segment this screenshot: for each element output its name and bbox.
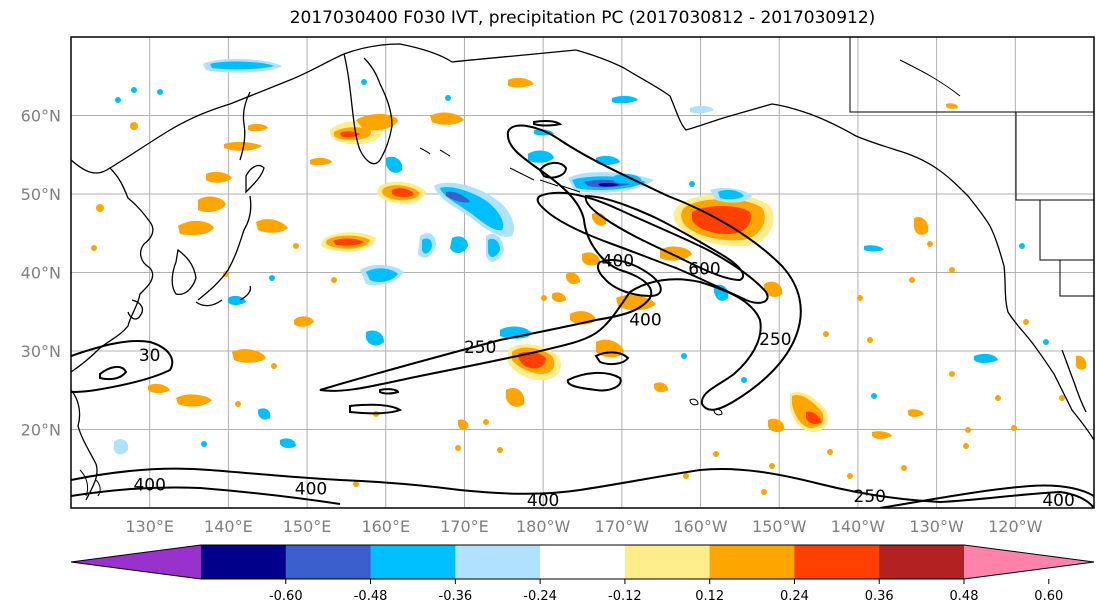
colorbar-swatch: [370, 545, 456, 579]
lon-tick-label: 130°E: [125, 517, 174, 536]
colorbar-tick-label: -0.12: [608, 589, 642, 601]
precip-patch-cool: [113, 58, 998, 455]
lon-tick-label: 150°W: [752, 517, 807, 536]
ivt-contour-label: 250: [759, 330, 791, 350]
precip-patch-warm: [329, 120, 383, 145]
colorbar-tick-label: 0.12: [695, 589, 724, 601]
lon-tick-label: 140°W: [831, 517, 886, 536]
ivt-contour-label: 30: [139, 346, 161, 366]
ivt-contour-label: 400: [629, 311, 661, 331]
ivt-contour-labels: 250 250 250 400 400 400 400 400 400 600 30: [133, 252, 1074, 511]
colorbar-tick-label: -0.24: [523, 589, 557, 601]
colorbar-tick-label: -0.48: [354, 589, 388, 601]
colorbar-swatch: [455, 545, 541, 579]
colorbar-extend-low: [71, 545, 201, 579]
ivt-contour-label: 400: [1042, 491, 1074, 511]
colorbar-swatch: [879, 545, 965, 579]
colorbar-tick-label: -0.60: [269, 589, 303, 601]
precipitation-pc-fill: [91, 58, 1087, 495]
latitude-axis: 20°N 30°N 40°N 50°N 60°N: [21, 107, 61, 440]
figure-title: 2017030400 F030 IVT, precipitation PC (2…: [289, 8, 876, 28]
lon-tick-label: 130°W: [909, 517, 964, 536]
precip-patch-warm: [673, 188, 774, 247]
ivt-contours: [71, 119, 1094, 508]
lon-tick-label: 170°W: [595, 517, 650, 536]
lat-tick-label: 50°N: [21, 185, 61, 204]
colorbar-outline: [70, 544, 1095, 580]
lon-tick-label: 150°E: [283, 517, 332, 536]
lon-tick-label: 180°W: [516, 517, 571, 536]
precip-patch-warm: [458, 103, 1087, 439]
colorbar-tick-label: 0.36: [865, 589, 894, 601]
lon-tick-label: 170°E: [440, 517, 489, 536]
map-panel: 250 250 250 400 400 400 400 400 400 600 30: [70, 36, 1095, 511]
coastlines: [71, 37, 1094, 501]
longitude-axis: 130°E 140°E 150°E 160°E 170°E 180°W 170°W 160°W…: [125, 517, 1042, 536]
ivt-contour-label: 400: [133, 475, 165, 495]
ivt-contour-label: 400: [602, 252, 634, 272]
lon-tick-label: 160°E: [361, 517, 410, 536]
colorbar-extend-high: [964, 545, 1094, 579]
precip-patch-warm: [321, 232, 376, 252]
lat-tick-label: 30°N: [21, 342, 61, 361]
colorbar-swatch: [709, 545, 795, 579]
precip-dots: [91, 79, 1065, 495]
colorbar: -0.60 -0.48 -0.36 -0.24 -0.12 0.12 0.24 0.36 0.4…: [70, 544, 1095, 601]
ivt-contour-label: 400: [295, 479, 327, 499]
colorbar-swatch: [794, 545, 880, 579]
map-frame: [70, 36, 1095, 509]
ivt-contour-label: 250: [464, 338, 496, 358]
colorbar-swatch: [624, 545, 711, 579]
precip-patch-warm: [148, 77, 534, 407]
ivt-contour-label: 400: [527, 491, 559, 511]
ivt-contour-label: 600: [688, 260, 720, 280]
lon-tick-label: 120°W: [988, 517, 1043, 536]
colorbar-tick-label: 0.48: [950, 589, 979, 601]
lat-tick-label: 20°N: [21, 421, 61, 440]
colorbar-tick-label: 0.24: [780, 589, 809, 601]
lat-tick-label: 60°N: [21, 107, 61, 126]
colorbar-swatch: [201, 545, 287, 579]
colorbar-swatch: [285, 545, 372, 579]
colorbar-tick-label: -0.36: [439, 589, 473, 601]
lat-tick-label: 40°N: [21, 264, 61, 283]
precip-patch-warm: [356, 114, 426, 204]
ivt-contour-label: 250: [854, 487, 886, 507]
lon-tick-label: 140°E: [204, 517, 253, 536]
lon-tick-label: 160°W: [673, 517, 728, 536]
colorbar-swatch: [540, 545, 626, 579]
colorbar-tick-label: 0.60: [1034, 589, 1063, 601]
